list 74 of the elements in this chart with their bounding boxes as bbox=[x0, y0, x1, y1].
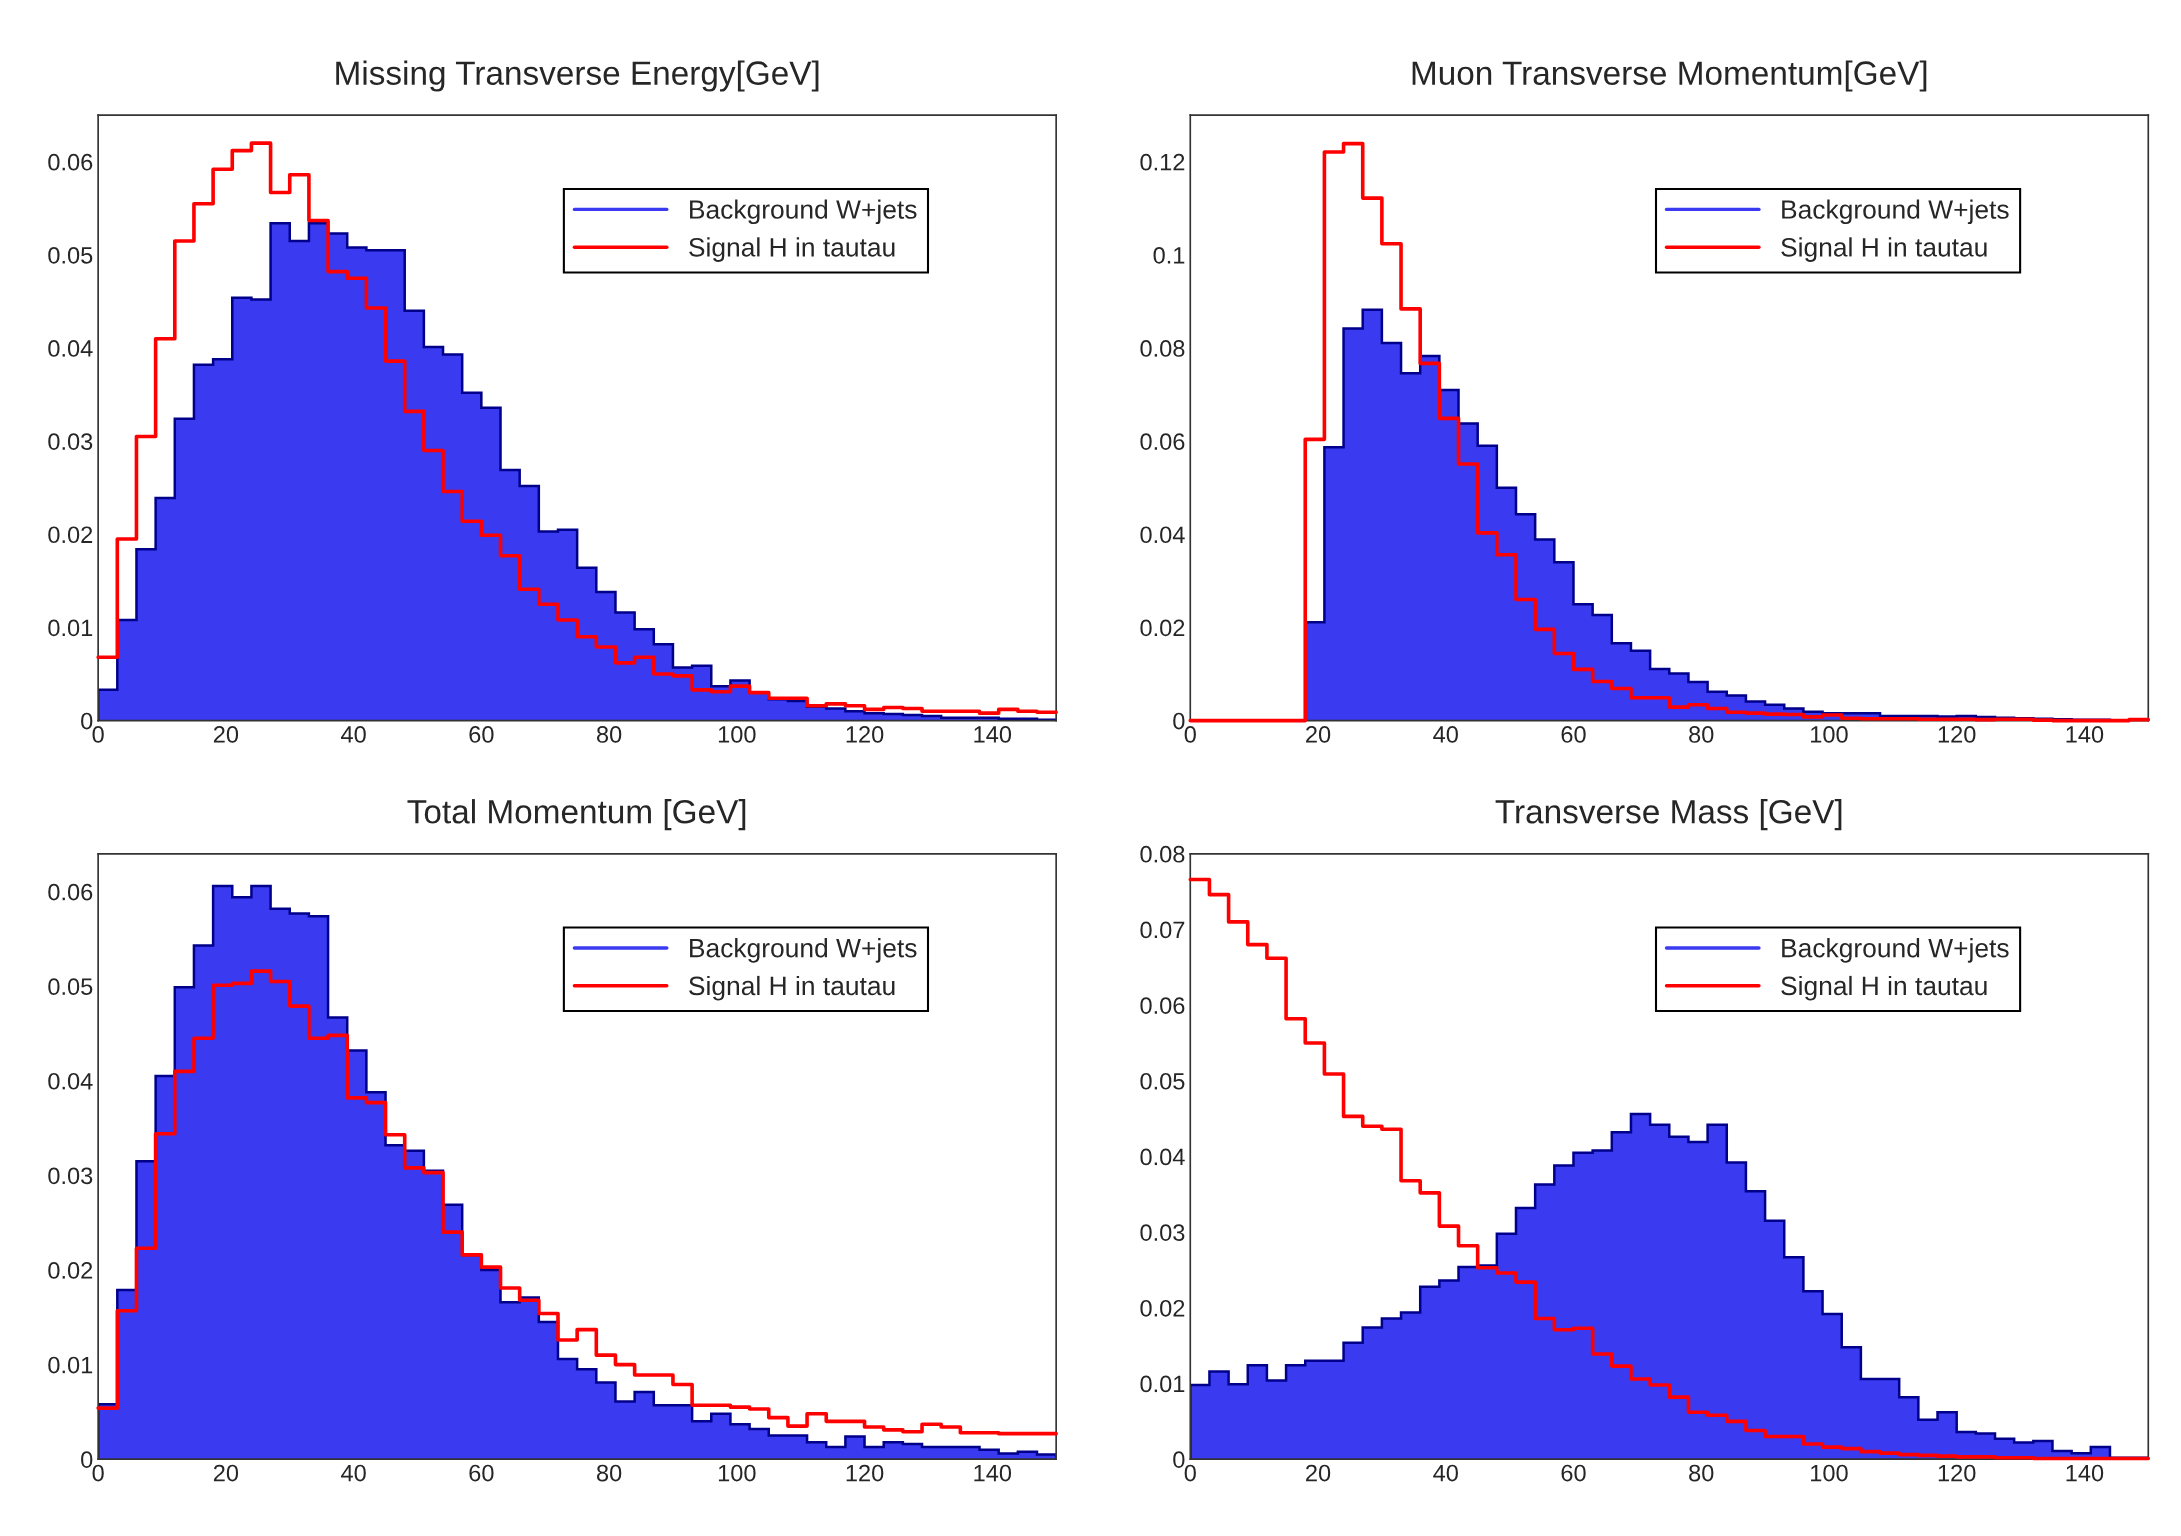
y-tick-label: 0.04 bbox=[48, 340, 93, 357]
y-tick-label: 0.04 bbox=[48, 1072, 93, 1090]
y-tick-label: 0.08 bbox=[1140, 340, 1185, 357]
legend-label: Background W+jets bbox=[1782, 199, 2009, 225]
x-tick-label: 80 bbox=[1689, 1464, 1714, 1482]
x-tick-label: 20 bbox=[213, 726, 239, 743]
legend-label: Signal H in tautau bbox=[689, 237, 895, 262]
x-tick-label: 60 bbox=[1561, 1464, 1586, 1482]
y-tick-label: 0.03 bbox=[48, 1167, 93, 1185]
y-tick-label: 0.01 bbox=[48, 619, 93, 637]
y-tick-label: 0.01 bbox=[48, 1356, 93, 1374]
y-tick-label: 0 bbox=[81, 712, 93, 730]
x-tick-label: 40 bbox=[341, 726, 366, 743]
x-tick-label: 80 bbox=[596, 726, 622, 743]
x-tick-label: 60 bbox=[469, 726, 494, 743]
legend-label: Signal H in tautau bbox=[689, 975, 895, 1001]
x-tick-label: 20 bbox=[213, 1464, 239, 1482]
x-tick-label: 140 bbox=[2066, 726, 2104, 743]
x-tick-label: 120 bbox=[846, 1464, 884, 1482]
y-tick-label: 0.02 bbox=[48, 1262, 93, 1279]
y-tick-label: 0.06 bbox=[48, 153, 93, 171]
y-tick-label: 0 bbox=[1173, 712, 1185, 730]
y-tick-label: 0.02 bbox=[1140, 1299, 1185, 1317]
x-tick-label: 40 bbox=[341, 1464, 366, 1482]
x-tick-label: 20 bbox=[1306, 726, 1331, 743]
x-tick-label: 120 bbox=[1938, 1464, 1976, 1482]
x-tick-label: 0 bbox=[1184, 726, 1196, 743]
y-tick-label: 0.05 bbox=[48, 978, 93, 996]
chart-title: Missing Transverse Energy[GeV] bbox=[336, 60, 819, 92]
x-tick-label: 100 bbox=[1811, 726, 1848, 743]
x-tick-label: 60 bbox=[1561, 726, 1586, 743]
y-tick-label: 0.01 bbox=[1140, 1375, 1185, 1393]
legend-label: Background W+jets bbox=[690, 199, 917, 225]
x-tick-label: 100 bbox=[718, 726, 756, 743]
x-tick-label: 60 bbox=[469, 1464, 494, 1482]
x-tick-label: 40 bbox=[1433, 726, 1458, 743]
legend-label: Signal H in tautau bbox=[1781, 975, 1987, 1001]
x-tick-label: 0 bbox=[92, 726, 104, 743]
y-tick-label: 0.05 bbox=[48, 246, 93, 264]
x-tick-label: 120 bbox=[1938, 726, 1976, 743]
x-tick-label: 100 bbox=[718, 1464, 756, 1482]
x-tick-label: 140 bbox=[2066, 1464, 2104, 1482]
y-tick-label: 0.06 bbox=[1140, 997, 1185, 1014]
legend-label: Signal H in tautau bbox=[1781, 237, 1987, 262]
y-tick-label: 0.05 bbox=[1140, 1072, 1185, 1090]
x-tick-label: 20 bbox=[1306, 1464, 1331, 1482]
chart-title: Total Momentum [GeV] bbox=[407, 799, 746, 831]
y-tick-label: 0.04 bbox=[1140, 1148, 1185, 1166]
y-tick-label: 0.06 bbox=[48, 883, 93, 901]
x-tick-label: 0 bbox=[1184, 1464, 1196, 1482]
y-tick-label: 0.03 bbox=[48, 433, 93, 450]
y-tick-label: 0 bbox=[1173, 1451, 1185, 1468]
chart-title: Muon Transverse Momentum[GeV] bbox=[1412, 60, 1927, 92]
y-tick-label: 0.04 bbox=[1140, 526, 1185, 544]
y-tick-label: 0.06 bbox=[1140, 433, 1185, 450]
legend-label: Background W+jets bbox=[1782, 938, 2009, 963]
y-tick-label: 0.07 bbox=[1140, 921, 1185, 939]
y-tick-label: 0 bbox=[81, 1451, 93, 1468]
x-tick-label: 140 bbox=[974, 1464, 1012, 1482]
y-tick-label: 0.03 bbox=[1140, 1224, 1185, 1241]
y-tick-label: 0.02 bbox=[48, 526, 93, 544]
chart-title: Transverse Mass [GeV] bbox=[1495, 799, 1842, 831]
x-tick-label: 80 bbox=[596, 1464, 622, 1482]
x-tick-label: 40 bbox=[1433, 1464, 1458, 1482]
x-tick-label: 120 bbox=[846, 726, 884, 743]
x-tick-label: 80 bbox=[1689, 726, 1714, 743]
x-tick-label: 100 bbox=[1811, 1464, 1848, 1482]
y-tick-label: 0.08 bbox=[1140, 845, 1185, 863]
y-tick-label: 0.12 bbox=[1140, 153, 1185, 171]
y-tick-label: 0.02 bbox=[1140, 619, 1185, 637]
y-tick-label: 0.1 bbox=[1153, 246, 1185, 264]
x-tick-label: 0 bbox=[92, 1464, 104, 1482]
legend-label: Background W+jets bbox=[690, 938, 917, 963]
x-tick-label: 140 bbox=[974, 726, 1012, 743]
